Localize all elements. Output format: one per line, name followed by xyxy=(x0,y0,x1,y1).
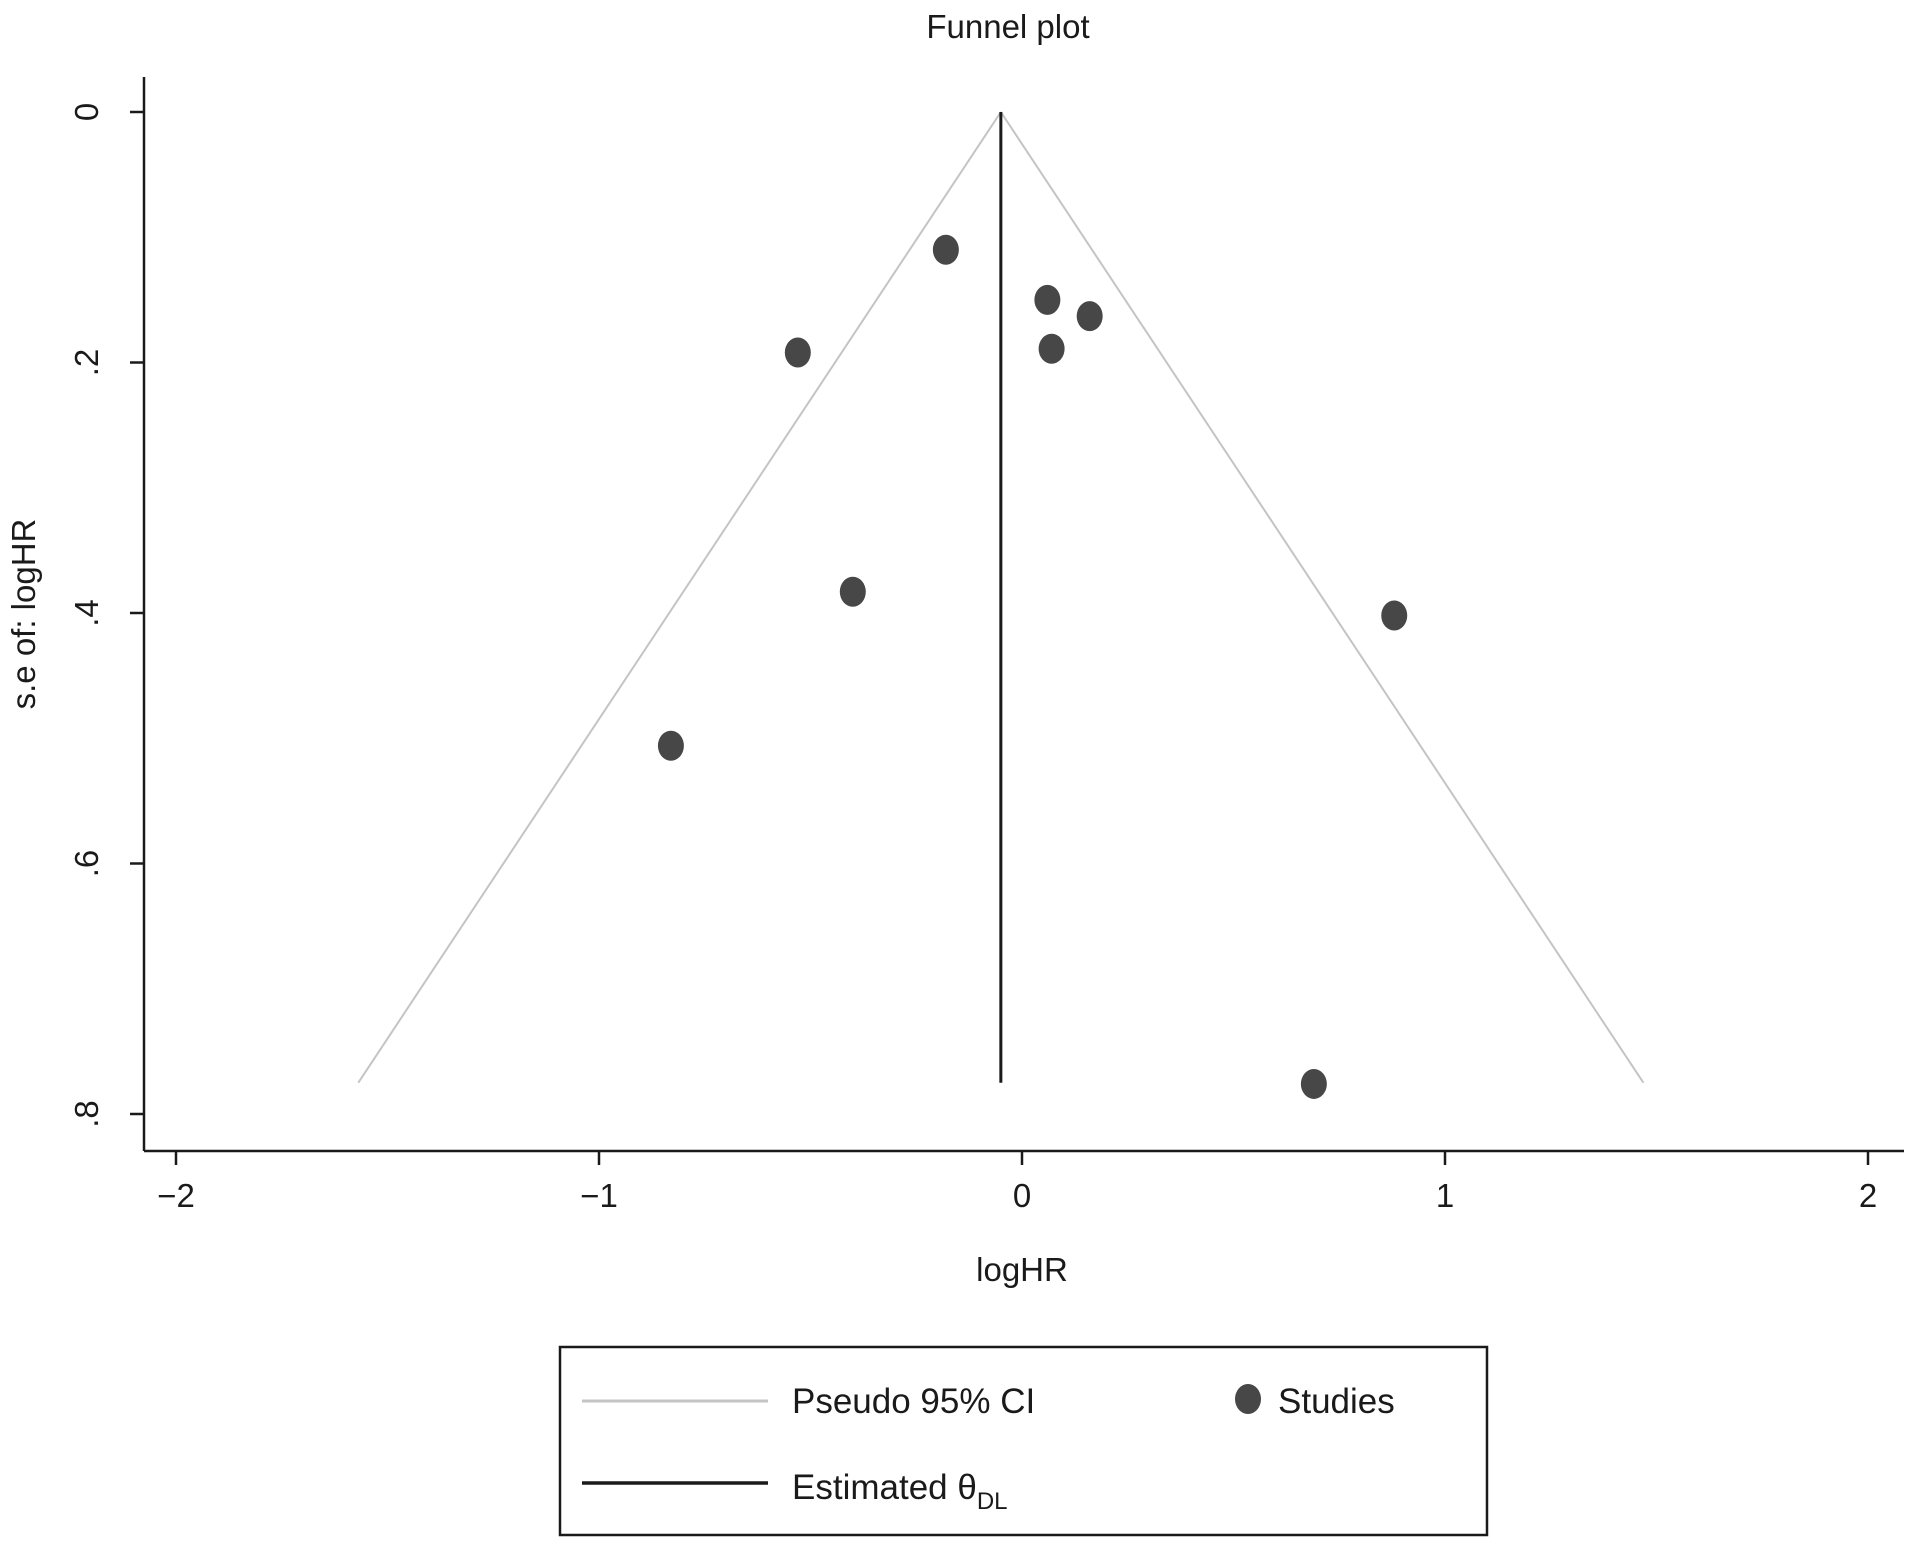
x-tick-label: 2 xyxy=(1859,1177,1877,1214)
study-point xyxy=(932,234,959,265)
study-point xyxy=(1076,301,1103,332)
study-point xyxy=(1300,1068,1327,1099)
plot-area xyxy=(357,111,1645,1099)
chart-title: Funnel plot xyxy=(926,8,1089,45)
study-point xyxy=(1381,600,1408,631)
x-tick-label: −2 xyxy=(157,1177,195,1214)
y-tick-label: .6 xyxy=(68,850,105,878)
x-axis-label: logHR xyxy=(976,1251,1068,1288)
legend-ci-label: Pseudo 95% CI xyxy=(792,1382,1035,1421)
y-tick-label: .4 xyxy=(68,599,105,627)
x-axis: −2 −1 0 1 2 logHR xyxy=(144,1149,1904,1288)
y-tick-label: .8 xyxy=(68,1100,105,1128)
legend-studies-label: Studies xyxy=(1278,1382,1395,1421)
y-tick-label: .2 xyxy=(68,349,105,377)
x-tick-label: 0 xyxy=(1013,1177,1031,1214)
ci-line-right xyxy=(1000,111,1645,1084)
legend: Pseudo 95% CI Studies Estimated θDL xyxy=(558,1345,1489,1537)
study-point xyxy=(839,576,866,607)
study-point xyxy=(1038,333,1065,364)
y-tick-label: 0 xyxy=(68,103,105,121)
ci-lines xyxy=(357,111,1645,1084)
y-axis-label: s.e of: logHR xyxy=(5,519,42,710)
legend-box xyxy=(558,1345,1489,1537)
legend-studies-marker xyxy=(1235,1384,1261,1414)
y-axis: 0 .2 .4 .6 .8 s.e of: logHR xyxy=(5,77,146,1151)
study-point xyxy=(1034,284,1061,315)
x-tick-label: 1 xyxy=(1436,1177,1454,1214)
study-points xyxy=(657,234,1408,1099)
ci-line-left xyxy=(357,111,1002,1084)
study-point xyxy=(657,730,684,761)
x-tick-label: −1 xyxy=(580,1177,618,1214)
study-point xyxy=(784,337,811,368)
legend-estimate-label: Estimated θDL xyxy=(792,1468,1008,1515)
